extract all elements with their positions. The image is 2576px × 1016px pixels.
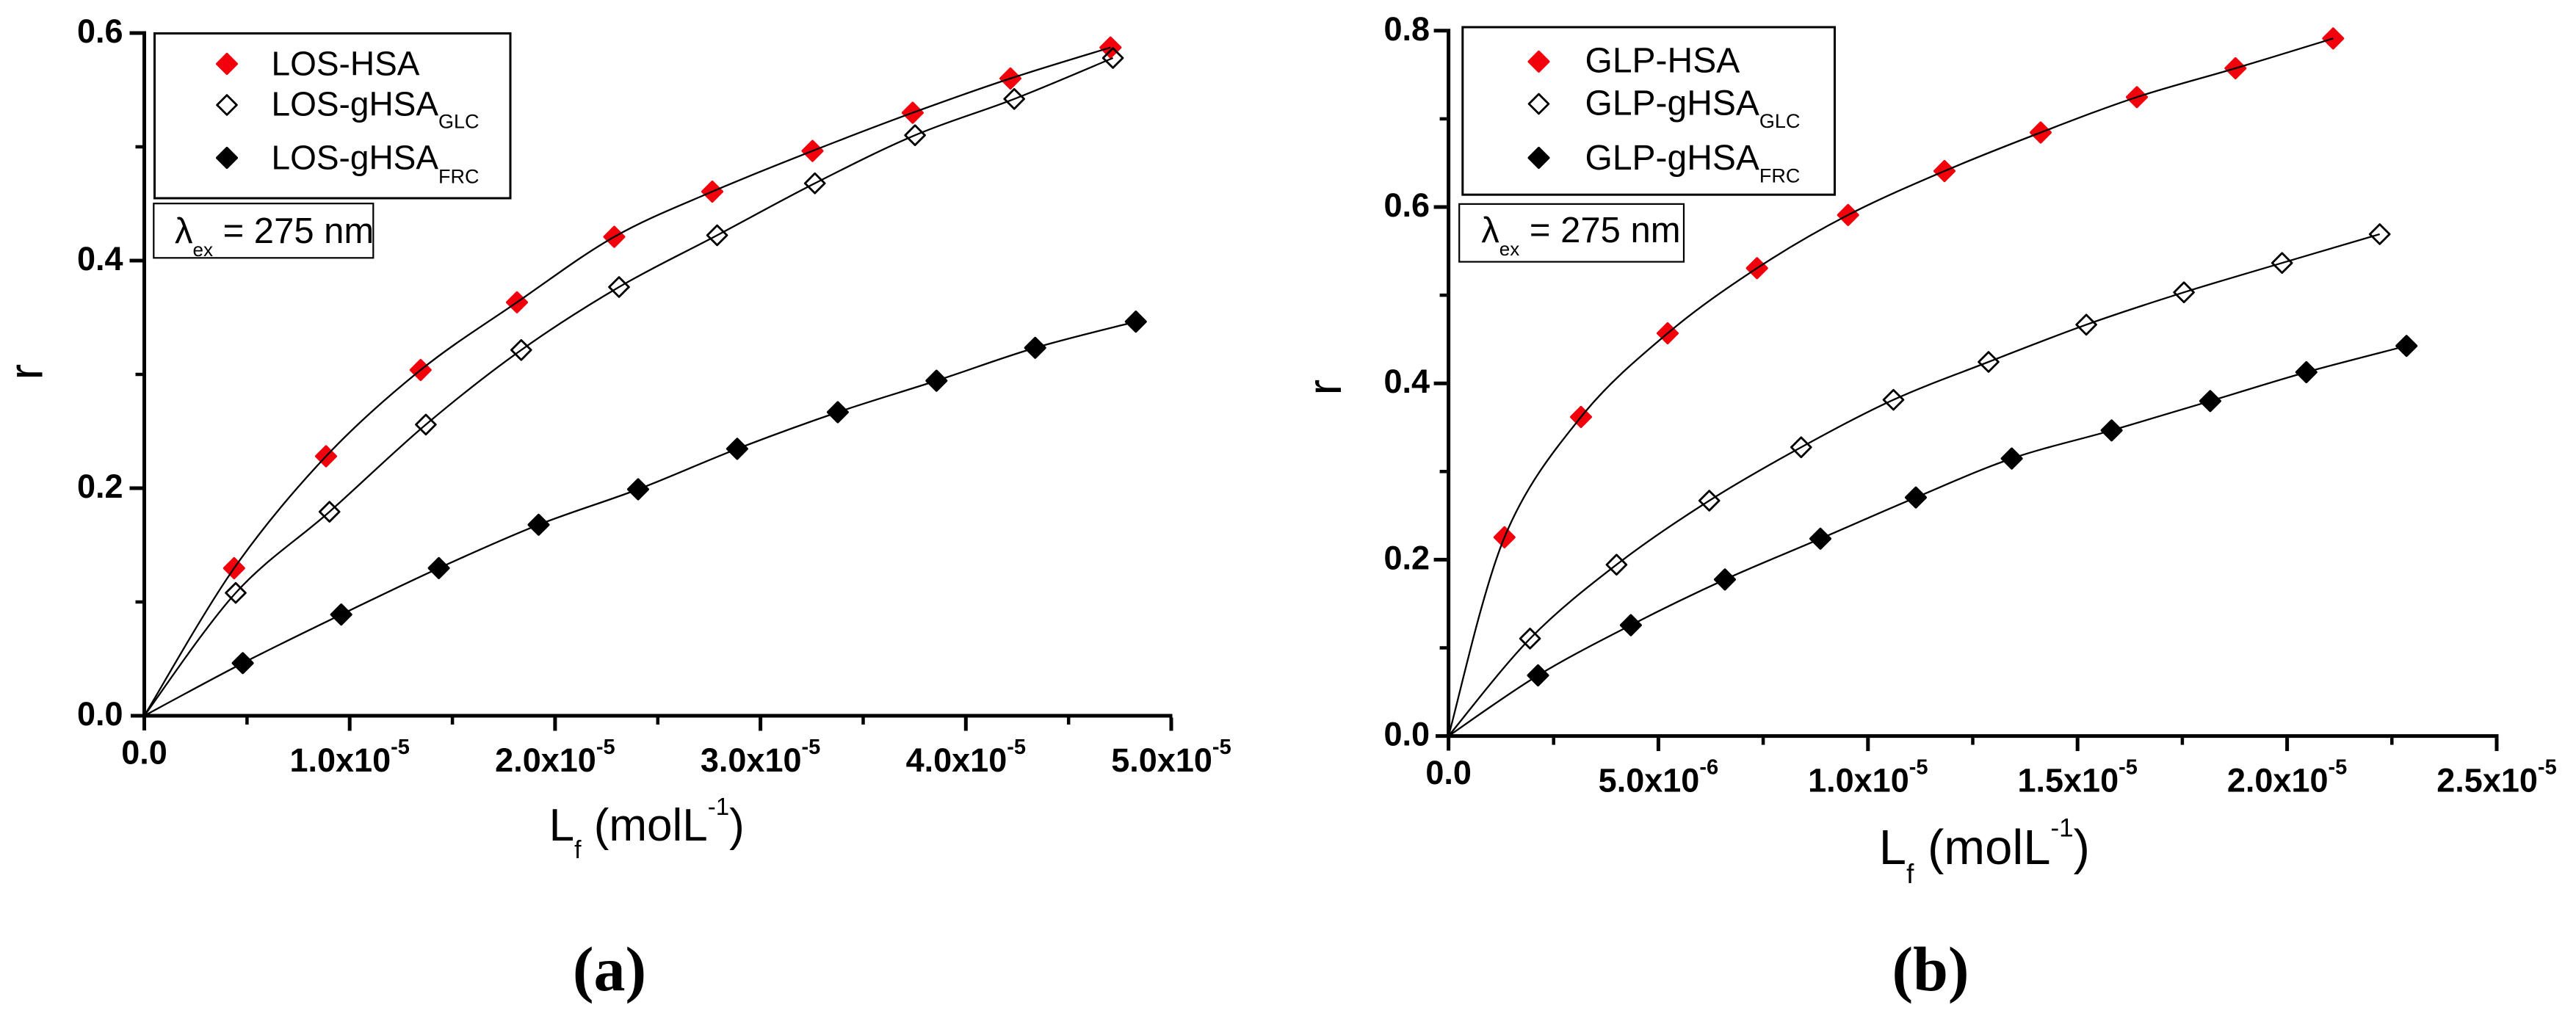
svg-text:0.0: 0.0 — [1425, 754, 1472, 791]
svg-text:5.0x10-5: 5.0x10-5 — [1111, 736, 1231, 779]
svg-text:0.4: 0.4 — [1383, 363, 1430, 400]
svg-text:LOS-HSA: LOS-HSA — [272, 44, 420, 82]
svg-text:0.2: 0.2 — [1383, 539, 1430, 576]
svg-text:0.6: 0.6 — [1383, 186, 1430, 224]
svg-text:2.0x10-5: 2.0x10-5 — [495, 736, 615, 779]
svg-text:r: r — [1298, 380, 1351, 396]
svg-text:1.5x10-5: 1.5x10-5 — [2017, 756, 2137, 799]
svg-text:0.2: 0.2 — [77, 468, 123, 505]
svg-text:1.0x10-5: 1.0x10-5 — [1808, 756, 1928, 799]
svg-text:2.5x10-5: 2.5x10-5 — [2436, 756, 2556, 799]
svg-text:2.0x10-5: 2.0x10-5 — [2227, 756, 2347, 799]
svg-text:0.8: 0.8 — [1383, 10, 1430, 48]
svg-text:0.0: 0.0 — [1383, 716, 1430, 753]
svg-text:0.6: 0.6 — [77, 12, 123, 50]
svg-text:r: r — [0, 364, 53, 380]
svg-text:(a): (a) — [573, 934, 646, 1004]
svg-text:0.0: 0.0 — [77, 695, 123, 733]
svg-text:GLP-HSA: GLP-HSA — [1585, 41, 1740, 80]
svg-text:4.0x10-5: 4.0x10-5 — [906, 736, 1026, 779]
svg-text:0.0: 0.0 — [121, 734, 167, 772]
svg-text:1.0x10-5: 1.0x10-5 — [289, 736, 409, 779]
svg-text:0.4: 0.4 — [77, 240, 123, 277]
svg-text:3.0x10-5: 3.0x10-5 — [701, 736, 820, 779]
svg-text:5.0x10-6: 5.0x10-6 — [1599, 756, 1718, 799]
svg-text:(b): (b) — [1892, 934, 1969, 1004]
